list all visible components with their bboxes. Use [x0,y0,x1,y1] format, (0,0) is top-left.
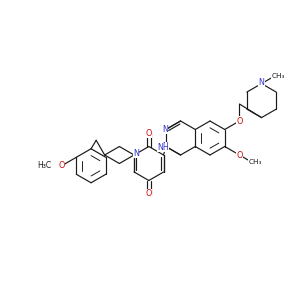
Text: O: O [58,161,65,170]
Text: NH: NH [157,143,169,152]
Text: N: N [259,78,265,87]
Text: O: O [236,116,243,125]
Text: O: O [146,190,152,199]
Text: O: O [236,151,243,160]
Text: H₃C: H₃C [38,161,52,170]
Text: N: N [162,125,168,134]
Text: N: N [133,148,139,158]
Text: N: N [162,142,168,151]
Text: O: O [146,128,152,137]
Text: CH₃: CH₃ [271,74,285,80]
Text: CH₃: CH₃ [248,159,262,165]
